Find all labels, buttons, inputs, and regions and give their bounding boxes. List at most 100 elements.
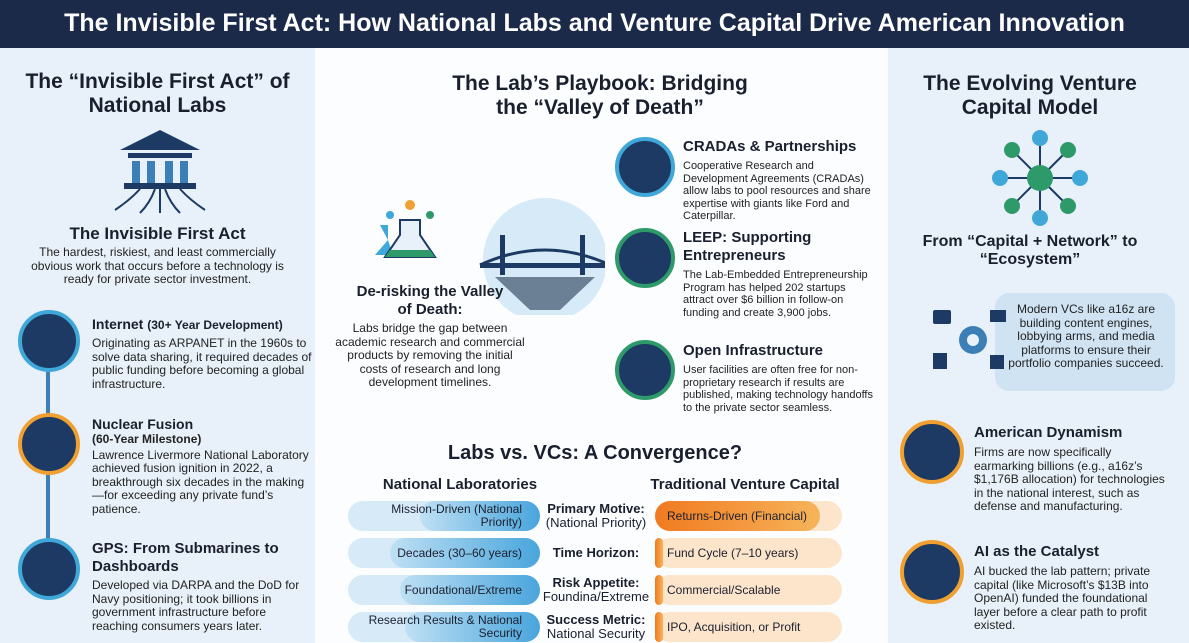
valley-title: De-risking the Valley of Death: bbox=[356, 283, 504, 318]
decoration: Nuclear Fusion (60-Year Milestone) Lawre… bbox=[92, 415, 312, 516]
decoration: Risk Appetite: Foundina/Extreme bbox=[540, 576, 652, 604]
decoration bbox=[132, 161, 188, 183]
row-label: Time Horizon: bbox=[552, 545, 640, 560]
decoration bbox=[385, 250, 435, 257]
bar-fill bbox=[655, 575, 663, 605]
valley-illustration bbox=[375, 198, 605, 315]
item-text: Lawrence Livermore National Laboratory a… bbox=[92, 447, 309, 516]
ai-icon bbox=[900, 540, 964, 604]
left-header: National Laboratories bbox=[382, 476, 538, 493]
decoration bbox=[114, 188, 141, 211]
decoration: American Dynamism Firms are now specific… bbox=[974, 424, 1174, 514]
decoration bbox=[1004, 142, 1076, 214]
row-sublabel: Foundina/Extreme bbox=[542, 589, 650, 604]
gps-icon bbox=[18, 538, 80, 600]
decoration bbox=[990, 310, 1006, 322]
item-title: Internet bbox=[92, 316, 144, 332]
item-title: Internet (30+ Year Development) bbox=[92, 315, 312, 334]
item-note: (60-Year Milestone) bbox=[92, 432, 202, 446]
decoration bbox=[580, 235, 585, 275]
dynamism-icon bbox=[900, 420, 964, 484]
decoration bbox=[164, 188, 181, 214]
decoration bbox=[132, 161, 140, 183]
comparison-bar: Fund Cycle (7–10 years) bbox=[655, 538, 842, 568]
comparison-bar: Mission-Driven (National Priority) bbox=[348, 501, 540, 531]
decoration bbox=[933, 353, 947, 369]
middle-title: The Lab’s Playbook: Bridging the “Valley… bbox=[452, 72, 748, 119]
decoration bbox=[386, 211, 394, 219]
item-text: Firms are now specifically earmarking bi… bbox=[974, 445, 1165, 513]
comparison-bar: Research Results & National Security bbox=[348, 612, 540, 642]
comparison-bar: Foundational/Extreme bbox=[348, 575, 540, 605]
row-label: Primary Motive: bbox=[547, 501, 645, 516]
decoration bbox=[1072, 170, 1088, 186]
item-title: American Dynamism bbox=[974, 424, 1123, 441]
item-text: Developed via DARPA and the DoD for Navy… bbox=[92, 578, 300, 633]
decoration bbox=[1004, 142, 1020, 158]
decoration bbox=[405, 200, 415, 210]
bar-fill bbox=[655, 501, 820, 531]
item-title: AI as the Catalyst bbox=[974, 543, 1100, 560]
item-title: Nuclear Fusion bbox=[92, 416, 194, 432]
decoration bbox=[165, 161, 173, 183]
decoration: GPS: From Submarines to Dashboards Devel… bbox=[92, 540, 312, 633]
item-title: GPS: From Submarines to Dashboards bbox=[92, 540, 279, 575]
bubble bbox=[995, 293, 1175, 391]
item-text: User facilities are often free for non-p… bbox=[683, 364, 873, 414]
decoration bbox=[375, 225, 393, 255]
bar-fill bbox=[405, 612, 540, 642]
leep-icon bbox=[615, 228, 675, 288]
decoration bbox=[992, 130, 1088, 226]
comparison-title: Labs vs. VCs: A Convergence? bbox=[447, 442, 743, 464]
decoration: Open Infrastructure User facilities are … bbox=[683, 342, 878, 414]
right-title: The Evolving Venture Capital Model bbox=[923, 72, 1137, 119]
bar-fill bbox=[390, 538, 540, 568]
decoration: Success Metric: National Security bbox=[540, 613, 652, 641]
decoration: CRADAs & Partnerships Cooperative Resear… bbox=[683, 138, 878, 223]
item-note: (30+ Year Development) bbox=[147, 318, 283, 332]
vc-cell: Fund Cycle (7–10 years) bbox=[667, 545, 799, 560]
row-label: Risk Appetite: bbox=[552, 575, 640, 590]
item-text: Originating as ARPANET in the 1960s to s… bbox=[92, 336, 312, 391]
row-sublabel: (National Priority) bbox=[545, 515, 647, 530]
comparison-bar: Commercial/Scalable bbox=[655, 575, 842, 605]
decoration bbox=[967, 334, 979, 346]
item-title: CRADAs & Partnerships bbox=[683, 138, 857, 155]
decoration bbox=[1027, 165, 1053, 191]
decoration bbox=[180, 161, 188, 183]
decoration bbox=[1060, 198, 1076, 214]
decoration: Time Horizon: bbox=[540, 546, 652, 560]
decoration bbox=[495, 277, 595, 310]
item-text: AI bucked the lab pattern; private capit… bbox=[974, 564, 1151, 632]
decoration bbox=[1004, 198, 1020, 214]
decoration bbox=[1032, 130, 1048, 146]
media-icon bbox=[933, 310, 1006, 369]
right-subtitle: From “Capital + Network” to “Ecosystem” bbox=[922, 233, 1138, 268]
decoration bbox=[147, 161, 155, 183]
valley-text: Labs bridge the gap between academic res… bbox=[335, 321, 525, 389]
comparison-bar: Returns-Driven (Financial) bbox=[655, 501, 842, 531]
lab-cell: Decades (30–60 years) bbox=[397, 545, 522, 560]
lab-cell: Mission-Driven (National Priority) bbox=[391, 502, 522, 529]
item-text: Cooperative Research and Development Agr… bbox=[683, 160, 871, 222]
decoration bbox=[120, 130, 200, 150]
right-header: Traditional Venture Capital bbox=[650, 476, 840, 493]
decoration bbox=[933, 310, 951, 324]
vc-cell: Returns-Driven (Financial) bbox=[667, 508, 808, 523]
decoration bbox=[480, 263, 605, 268]
decoration bbox=[1060, 142, 1076, 158]
decoration bbox=[375, 225, 393, 255]
decoration bbox=[933, 310, 1006, 369]
decoration bbox=[426, 211, 434, 219]
decoration bbox=[128, 153, 192, 158]
comparison-bar: Decades (30–60 years) bbox=[348, 538, 540, 568]
lab-icon bbox=[114, 130, 206, 214]
decoration bbox=[179, 188, 206, 211]
bar-fill bbox=[655, 538, 663, 568]
decoration: AI as the Catalyst AI bucked the lab pat… bbox=[974, 543, 1174, 633]
network-icon bbox=[992, 130, 1088, 226]
bar-fill bbox=[400, 575, 540, 605]
decoration bbox=[500, 235, 505, 275]
bar-fill bbox=[655, 612, 663, 642]
